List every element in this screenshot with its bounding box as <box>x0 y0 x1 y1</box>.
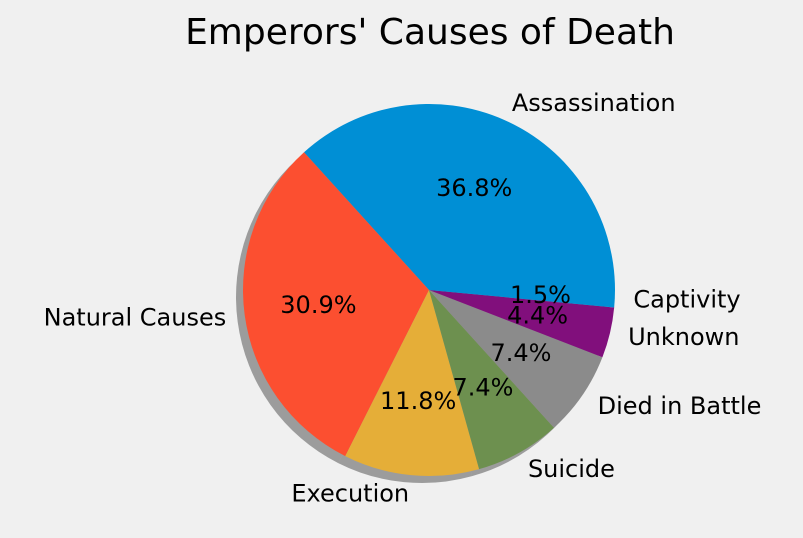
pie-slice-labels: Assassination Natural Causes Execution Suic… <box>44 89 762 508</box>
wedge-captivity <box>429 290 615 308</box>
pie-percent-labels: 36.8%30.9%11.8%7.4%7.4%4.4%1.5% <box>280 174 571 415</box>
wedge-natural-causes <box>243 152 429 457</box>
wedge-unknown <box>429 290 615 358</box>
slice-label-suicide: Suicide <box>528 455 615 483</box>
percent-label-unknown: 4.4% <box>507 302 568 330</box>
slice-label-natural-causes: Natural Causes <box>44 304 227 332</box>
slice-label-unknown: Unknown <box>628 323 739 351</box>
percent-label-assassination: 36.8% <box>436 174 512 202</box>
wedge-execution <box>345 290 480 477</box>
chart-title: Emperors' Causes of Death <box>185 12 675 53</box>
percent-label-suicide: 7.4% <box>452 374 513 402</box>
slice-label-assassination: Assassination <box>512 89 676 117</box>
wedge-died-in-battle <box>429 290 603 428</box>
percent-label-died-in-battle: 7.4% <box>490 339 551 367</box>
wedge-suicide <box>429 290 554 470</box>
wedge-assassination <box>304 104 615 290</box>
percent-label-captivity: 1.5% <box>510 281 571 309</box>
percent-label-execution: 11.8% <box>380 387 456 415</box>
slice-label-execution: Execution <box>291 480 409 508</box>
slice-label-captivity: Captivity <box>633 286 740 314</box>
pie-wedges <box>243 104 615 477</box>
slice-label-died-in-battle: Died in Battle <box>598 392 762 420</box>
percent-label-natural-causes: 30.9% <box>280 291 356 319</box>
